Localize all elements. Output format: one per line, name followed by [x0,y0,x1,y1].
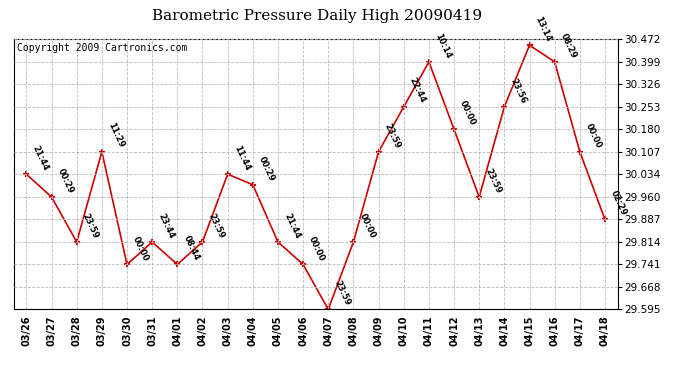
Text: 23:59: 23:59 [206,212,226,240]
Text: 00:00: 00:00 [307,234,326,262]
Text: 08:29: 08:29 [559,32,578,60]
Text: 23:59: 23:59 [81,212,100,240]
Text: 10:14: 10:14 [433,32,453,60]
Text: 11:44: 11:44 [232,144,251,172]
Text: 08:44: 08:44 [181,234,201,262]
Text: 00:00: 00:00 [584,122,603,150]
Text: 00:29: 00:29 [56,167,75,195]
Text: 13:14: 13:14 [533,15,553,43]
Text: 02:29: 02:29 [609,189,629,217]
Text: Barometric Pressure Daily High 20090419: Barometric Pressure Daily High 20090419 [152,9,482,23]
Text: 00:00: 00:00 [357,212,377,240]
Text: 23:44: 23:44 [157,212,176,240]
Text: 23:59: 23:59 [383,122,402,150]
Text: 23:59: 23:59 [333,279,352,307]
Text: 21:44: 21:44 [30,144,50,172]
Text: 23:56: 23:56 [509,76,528,105]
Text: 00:00: 00:00 [458,99,477,127]
Text: 00:00: 00:00 [131,234,150,262]
Text: 22:44: 22:44 [408,76,427,105]
Text: 11:29: 11:29 [106,122,126,150]
Text: 00:29: 00:29 [257,155,276,183]
Text: 21:44: 21:44 [282,211,302,240]
Text: Copyright 2009 Cartronics.com: Copyright 2009 Cartronics.com [17,44,187,53]
Text: 23:59: 23:59 [484,167,503,195]
